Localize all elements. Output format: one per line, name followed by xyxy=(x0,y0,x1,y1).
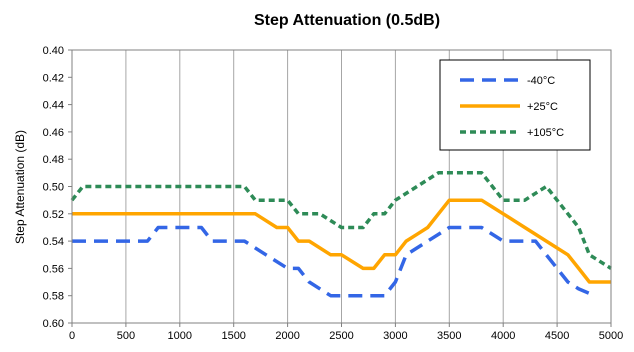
y-tick-label: 0.44 xyxy=(43,100,64,112)
x-tick-label: 1000 xyxy=(168,330,192,342)
y-tick-label: 0.48 xyxy=(43,154,64,166)
x-tick-label: 3500 xyxy=(437,330,461,342)
x-axis: 0 500 1000 1500 2000 2500 3000 3500 4000 4500 5000 xyxy=(69,323,623,342)
chart-title: Step Attenuation (0.5dB) xyxy=(254,12,440,29)
x-tick-label: 3000 xyxy=(383,330,407,342)
x-tick-label: 4500 xyxy=(545,330,569,342)
series-line-1 xyxy=(72,198,611,284)
x-tick-label: 0 xyxy=(69,330,75,342)
series-line-2 xyxy=(70,171,612,270)
y-tick-label: 0.46 xyxy=(43,127,64,139)
y-tick-label: 0.54 xyxy=(43,236,64,248)
y-axis-label: Step Attenuation (dB) xyxy=(13,130,27,244)
series-line-0 xyxy=(72,225,596,298)
y-tick-label: 0.60 xyxy=(43,318,64,330)
y-axis: 0.40 0.42 0.44 0.46 0.48 0.50 0.52 0.54 0.56 0.58… xyxy=(43,45,72,330)
y-tick-label: 0.58 xyxy=(43,291,64,303)
legend-label-2: +105°C xyxy=(527,127,564,139)
y-tick-label: 0.56 xyxy=(43,263,64,275)
legend-label-0: -40°C xyxy=(527,75,555,87)
x-tick-label: 1500 xyxy=(221,330,245,342)
x-tick-label: 2000 xyxy=(275,330,299,342)
series-layer xyxy=(70,171,612,298)
y-tick-label: 0.52 xyxy=(43,209,64,221)
x-tick-label: 4000 xyxy=(491,330,515,342)
y-tick-label: 0.50 xyxy=(43,182,64,194)
legend: -40°C +25°C +105°C xyxy=(439,59,591,151)
x-tick-label: 2500 xyxy=(329,330,353,342)
x-tick-label: 5000 xyxy=(599,330,623,342)
y-tick-label: 0.40 xyxy=(43,45,64,57)
legend-label-1: +25°C xyxy=(527,101,558,113)
y-tick-label: 0.42 xyxy=(43,72,64,84)
x-tick-label: 500 xyxy=(117,330,135,342)
